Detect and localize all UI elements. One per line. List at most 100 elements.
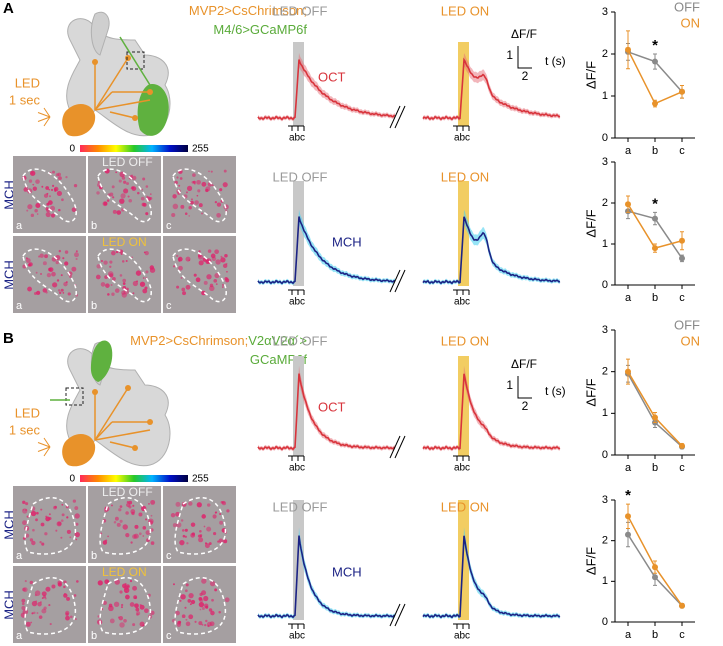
fluorescence-spot	[29, 538, 34, 542]
fluorescence-spot	[111, 292, 115, 296]
gcamp-region	[90, 340, 113, 382]
fluorescence-spot	[142, 177, 146, 181]
fluorescence-spot	[132, 623, 136, 627]
x-tick-label: b	[652, 145, 658, 157]
fluorescence-spot	[176, 176, 179, 179]
fluorescence-spot	[188, 215, 191, 217]
fluorescence-spot	[220, 257, 226, 263]
fluorescence-spot	[28, 262, 33, 267]
trace-condition: LED ON	[441, 3, 489, 18]
fluorescence-spot	[118, 615, 124, 621]
fluorescence-spot	[198, 597, 203, 601]
fluorescence-spot	[172, 583, 175, 586]
y-tick-label: 0	[602, 132, 608, 144]
fluorescence-spot	[119, 505, 123, 508]
fluorescence-spot	[62, 257, 65, 260]
fluorescence-spot	[28, 179, 33, 183]
fluorescence-spot	[209, 621, 215, 627]
axis-break	[389, 435, 401, 459]
data-point	[625, 531, 631, 538]
fluorescence-spot	[57, 172, 61, 177]
fluorescence-spot	[142, 526, 147, 530]
fluorescence-spot	[206, 503, 211, 507]
data-point	[652, 564, 658, 571]
fluorescence-spot	[60, 274, 63, 277]
stimulus-label: 1 sec	[9, 422, 41, 437]
fluorescence-spot	[120, 193, 126, 199]
fluorescence-spot	[54, 189, 57, 192]
fluorescence-spot	[188, 592, 194, 599]
time-axis	[453, 289, 470, 295]
fluorescence-spot	[145, 530, 151, 535]
fluorescence-spot	[118, 179, 122, 183]
fluorescence-spot	[212, 514, 217, 519]
fluorescence-spot	[188, 206, 192, 210]
fluorescence-spot	[210, 253, 216, 259]
fluorescence-spot	[188, 614, 194, 620]
fluorescence-spot	[201, 212, 204, 215]
fluorescence-spot	[25, 508, 28, 512]
data-point	[679, 602, 685, 609]
fluorescence-spot	[102, 540, 108, 545]
fluorescence-spot	[126, 182, 130, 186]
fluorescence-spot	[223, 539, 228, 544]
trace-condition: LED OFF	[273, 3, 328, 18]
fluorescence-spot	[119, 198, 125, 204]
fluorescence-spot	[111, 185, 115, 189]
fluorescence-spot	[25, 502, 29, 506]
fluorescence-spot	[96, 191, 100, 195]
led-ray	[43, 437, 51, 448]
fluorescence-spot	[58, 176, 62, 181]
trace-line	[257, 373, 396, 451]
fluorescence-spot	[122, 278, 127, 283]
time-marks: abc	[289, 463, 305, 474]
x-tick-label: c	[679, 145, 685, 157]
stimulus-bar	[458, 42, 469, 126]
fluorescence-spot	[218, 611, 221, 614]
fluorescence-spot	[185, 191, 188, 194]
data-point	[625, 513, 631, 520]
fluorescence-spot	[41, 542, 45, 546]
colorbar-max: 255	[192, 144, 209, 155]
neurite-tip	[132, 115, 138, 121]
fluorescence-spot	[66, 596, 70, 601]
fluorescence-spot	[184, 528, 188, 532]
fluorescence-spot	[215, 259, 221, 265]
fluorescence-spot	[201, 181, 207, 187]
fluorescence-spot	[56, 190, 63, 197]
image-tile	[163, 486, 236, 563]
fluorescence-spot	[136, 611, 141, 616]
fluorescence-spot	[111, 250, 116, 256]
fluorescence-spot	[47, 200, 53, 205]
fluorescence-spot	[71, 207, 77, 213]
fluorescence-spot	[132, 534, 137, 539]
scale-x-value: 2	[522, 69, 529, 83]
colorbar-max: 255	[192, 474, 209, 485]
row-label: MCH	[1, 260, 16, 290]
y-tick-label: 0	[602, 449, 608, 461]
fluorescence-spot	[95, 274, 101, 280]
scale-x-value: 2	[522, 399, 529, 413]
time-axis	[288, 623, 305, 629]
fluorescence-spot	[40, 508, 43, 511]
fluorescence-spot	[66, 516, 69, 519]
fluorescence-spot	[38, 255, 41, 258]
image-sublabel: c	[166, 300, 172, 312]
axis-break	[394, 603, 406, 627]
fluorescence-spot	[114, 288, 120, 293]
neurite-tip	[125, 385, 131, 391]
fluorescence-spot	[184, 606, 187, 609]
fluorescence-spot	[207, 249, 212, 253]
fluorescence-spot	[196, 194, 199, 197]
fluorescence-spot	[198, 621, 203, 626]
fluorescence-spot	[172, 523, 177, 528]
fluorescence-spot	[203, 280, 208, 285]
x-tick-label: c	[679, 462, 685, 474]
y-tick-label: 3	[602, 156, 608, 168]
fluorescence-spot	[170, 512, 176, 518]
fluorescence-spot	[50, 213, 56, 218]
fluorescence-spot	[26, 515, 29, 518]
stimulus-bar	[293, 42, 304, 126]
fluorescence-spot	[185, 621, 191, 627]
fluorescence-spot	[139, 281, 146, 287]
